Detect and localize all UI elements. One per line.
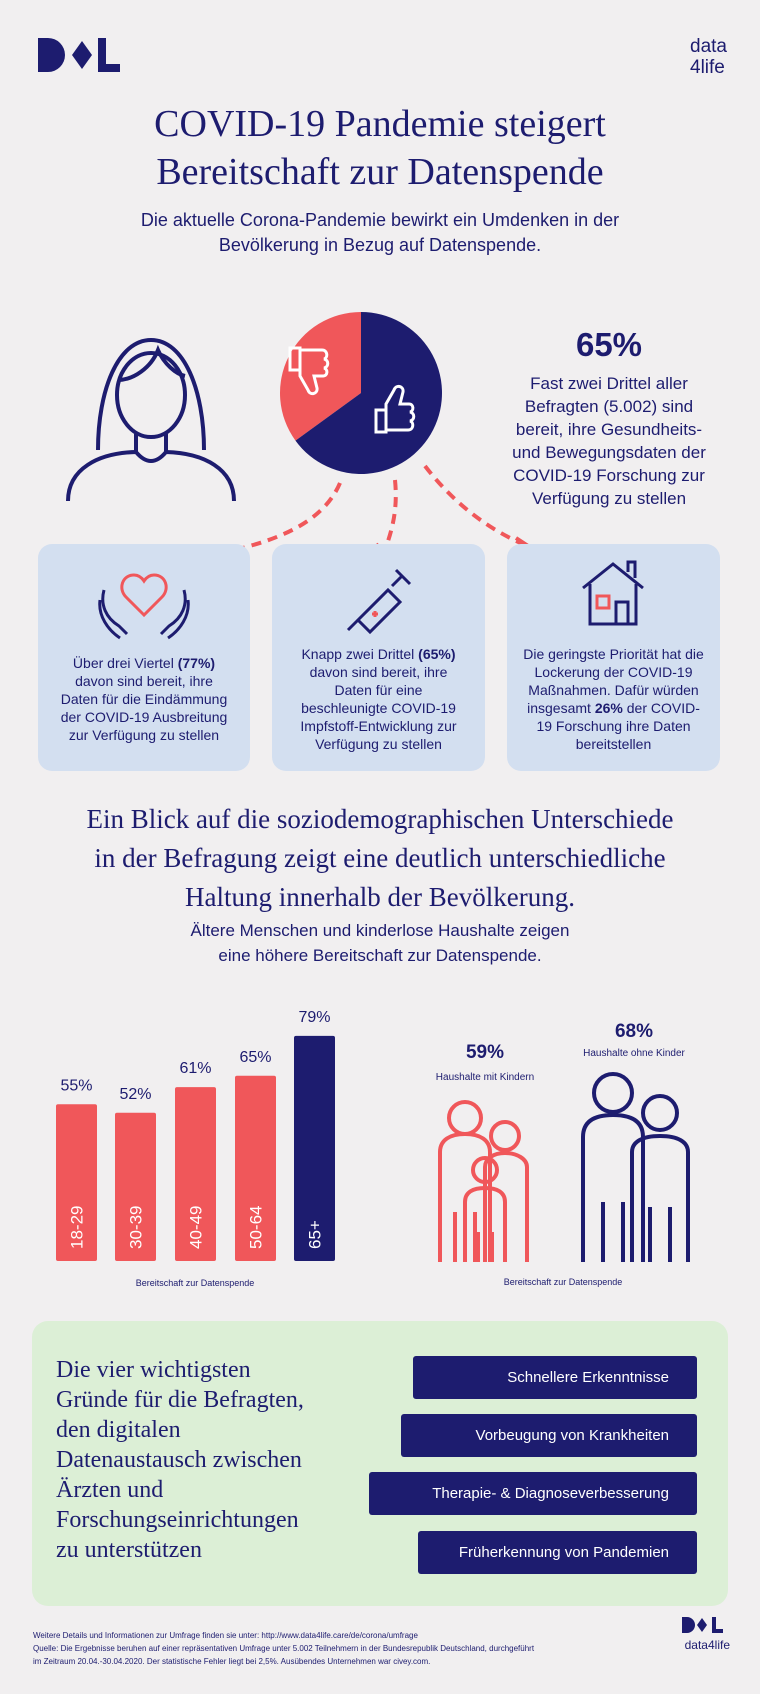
card-text-highlight: (77%) [177,655,216,671]
subtitle-line: Die aktuelle Corona-Pandemie bewirkt ein… [140,210,620,230]
reasons-heading-line: den digitalen [56,1417,181,1443]
logo [38,38,120,72]
section-subheading-line: Ältere Menschen und kinderlose Haushalte… [190,921,570,940]
reason: Schnellere Erkenntnisse [413,1356,697,1399]
footer-line: Quelle: Die Ergebnisse beruhen auf einer… [33,1644,535,1653]
bar [175,1087,216,1261]
reasons-heading-line: Gründe für die Befragten, [56,1387,304,1413]
woman-icon [66,337,236,502]
card-text-part: davon sind bereit, ihre Daten für die Ei… [60,673,228,743]
title: COVID-19 Pandemie steigert Bereitschaft … [0,100,760,196]
family-with-children-icon [438,1100,529,1262]
card-text-highlight: (65%) [418,646,456,662]
card [272,544,485,771]
pie-slice [295,312,442,474]
bar [294,1035,335,1261]
house-icon [582,560,644,626]
stat-line: bereit, ihre Gesundheits- [515,420,703,439]
stat-value: 65% [575,326,643,363]
family-without-children-icon [581,1072,690,1262]
footer-line: im Zeitraum 20.04.-30.04.2020. Der stati… [33,1657,431,1666]
bar-category-label: 65+ [306,1220,325,1249]
card [38,544,250,771]
reason: Vorbeugung von Krankheiten [401,1414,697,1457]
stat-line: Verfügung zu stellen [531,489,687,508]
footer-brand: data4life [684,1638,730,1652]
title-line: COVID-19 Pandemie steigert [154,103,606,145]
household-caption: Bereitschaft zur Datenspende [503,1277,623,1287]
card [507,544,720,771]
card-text-part: davon sind bereit, ihre Daten für eine b… [300,664,457,752]
footer-notes: Weitere Details und Informationen zur Um… [33,1629,534,1668]
stat-line: Fast zwei Drittel aller [530,374,688,393]
reason: Therapie- & Diagnoseverbesserung [369,1472,697,1515]
thumb-down-icon [288,346,330,396]
section-heading: Ein Blick auf die soziodemographischen U… [0,800,760,917]
household-name: Haushalte mit Kindern [435,1072,535,1083]
section-heading-line: Haltung innerhalb der Bevölkerung. [185,882,575,912]
card-text: Knapp zwei Drittel (65%) davon sind bere… [290,645,467,753]
card-text: Über drei Viertel (77%) davon sind berei… [56,654,232,744]
bar-category-label: 40-49 [187,1206,206,1249]
stat-line: COVID-19 Forschung zur [513,466,705,485]
reasons-heading-line: Ärzten und [56,1477,164,1503]
card-text-highlight: 26% [594,700,623,716]
section-subheading: Ältere Menschen und kinderlose Haushalte… [0,918,760,968]
card-text-part: der COVID-19 Forschung ihre Daten bereit… [536,700,700,752]
card-text: Die geringste Priorität hat die Lockerun… [522,645,705,753]
bar-value-label: 61% [179,1060,211,1077]
reasons-heading-line: zu unterstützen [56,1537,202,1563]
arrows [207,464,526,558]
section-heading-line: in der Befragung zeigt eine deutlich unt… [94,843,666,873]
subtitle-line: Bevölkerung in Bezug auf Datenspende. [218,235,542,255]
bar-value-label: 52% [119,1086,151,1103]
subtitle: Die aktuelle Corona-Pandemie bewirkt ein… [0,208,760,258]
section-heading-line: Ein Blick auf die soziodemographischen U… [86,804,674,834]
bar [115,1112,156,1261]
stat-line: Befragten (5.002) sind [524,397,694,416]
title-line: Bereitschaft zur Datenspende [156,151,604,193]
brand-line: 4life [690,57,725,78]
household-name: Haushalte ohne Kinder [583,1048,685,1059]
syringe-icon [346,568,412,635]
household-value: 59% [465,1042,505,1063]
card-text-part: Knapp zwei Drittel [301,646,419,662]
x-axis-label: Bereitschaft zur Datenspende [136,1278,255,1288]
bar-chart: 55% 18-29 52% 30-39 61% 40-49 65% 50-64 79% 65+ Be… [56,1009,335,1288]
footer-line: Weitere Details und Informationen zur Um… [33,1631,418,1640]
card-text-part: Über drei Viertel [72,655,178,671]
bar-category-label: 18-29 [68,1206,87,1249]
bar-value-label: 79% [298,1009,330,1026]
reasons-heading-line: Forschungseinrichtungen [56,1507,299,1533]
stat-text: Fast zwei Drittel aller Befragten (5.002… [489,372,729,510]
household-value: 68% [614,1021,654,1042]
bar-value-label: 55% [60,1077,92,1094]
section-subheading-line: eine höhere Bereitschaft zur Datenspende… [218,946,542,965]
pie-chart [280,312,442,474]
brand: data 4life [690,36,727,78]
reasons-heading: Die vier wichtigsten Gründe für die Befr… [56,1355,304,1565]
bar-category-label: 30-39 [127,1206,146,1249]
reasons-heading-line: Die vier wichtigsten [56,1357,251,1383]
stat-line: und Bewegungsdaten der [512,443,706,462]
bar-value-label: 65% [239,1049,271,1066]
reasons-heading-line: Datenaustausch zwischen [56,1447,302,1473]
bar-category-label: 50-64 [247,1206,266,1249]
thumb-up-icon [374,384,416,434]
card-text-part: Die geringste Priorität hat die Lockerun… [523,646,704,716]
reason: Früherkennung von Pandemien [418,1531,697,1574]
footer-logo [682,1617,723,1633]
bar [56,1104,97,1261]
bar [235,1075,276,1261]
brand-line: data [690,36,727,57]
hands-heart-icon [98,573,190,640]
